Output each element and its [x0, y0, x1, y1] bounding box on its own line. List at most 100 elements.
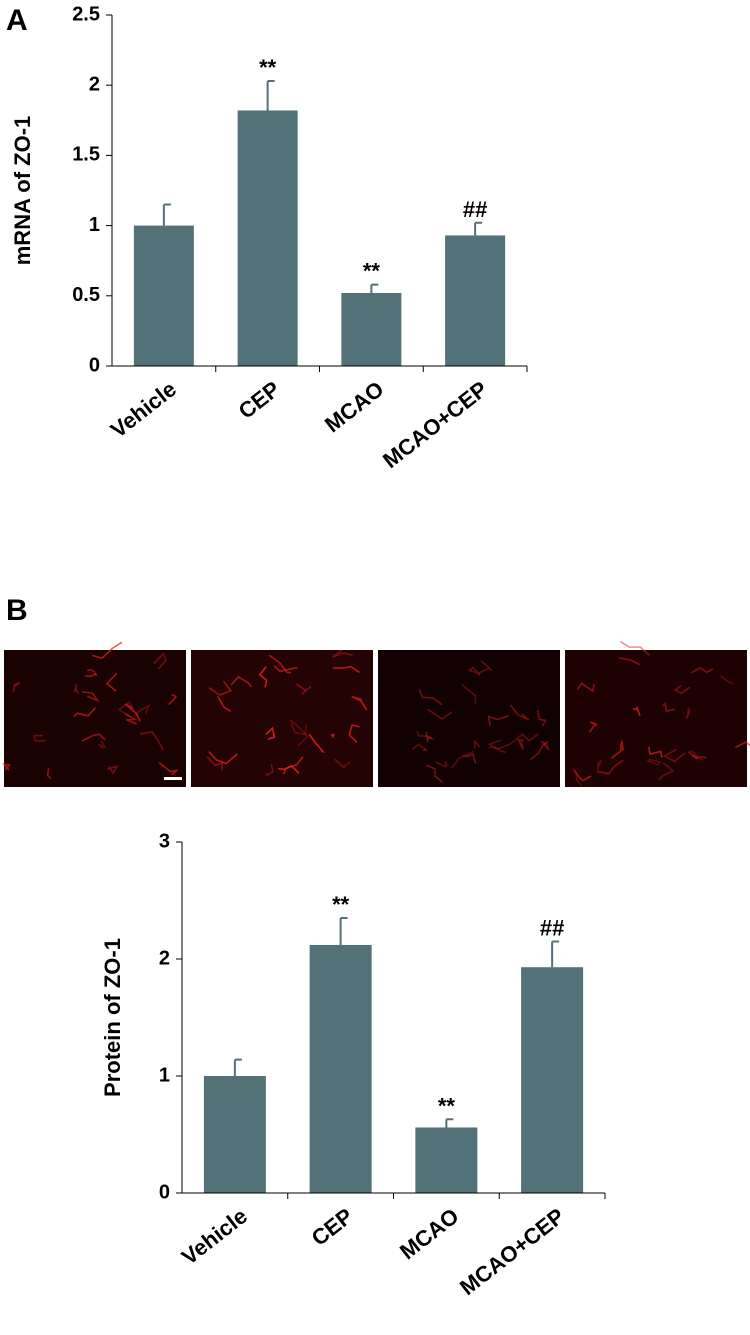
significance-mark: **	[363, 259, 381, 284]
vessel	[268, 654, 292, 674]
panel-label: B	[6, 594, 28, 627]
vessel	[258, 665, 268, 688]
vessel	[33, 734, 47, 742]
vessel	[473, 739, 481, 750]
vessel	[206, 756, 223, 771]
x-tick-label: MCAO	[395, 1203, 463, 1264]
x-tick-label: CEP	[234, 376, 285, 424]
vessel	[334, 758, 351, 769]
vessel	[658, 761, 675, 781]
vessel	[540, 740, 550, 751]
vessel	[295, 683, 312, 695]
error-bar	[445, 1118, 454, 1128]
x-tick-label: CEP	[307, 1203, 358, 1251]
scale-bar	[164, 777, 182, 780]
vessel	[106, 765, 119, 775]
vessel	[416, 730, 435, 741]
micrograph	[378, 650, 560, 787]
vessel	[411, 743, 428, 752]
vessel	[46, 768, 52, 780]
vessel	[91, 641, 123, 659]
y-axis-label: Protein of ZO-1	[100, 938, 125, 1097]
vessel	[450, 750, 475, 769]
vessel	[348, 724, 360, 744]
y-tick-label: 0	[89, 354, 100, 376]
vessel	[487, 714, 509, 727]
vessel	[487, 739, 506, 754]
vessel	[117, 700, 135, 718]
error-bar	[551, 940, 560, 968]
vessel	[619, 657, 641, 666]
vessel	[529, 740, 549, 761]
vessel	[596, 759, 603, 770]
vessel	[124, 712, 139, 725]
y-tick-label: 0	[159, 1181, 170, 1203]
x-tick-label: Vehicle	[106, 376, 181, 442]
vessel	[217, 696, 232, 712]
vessel	[687, 750, 707, 760]
vessel	[153, 652, 167, 670]
vessel	[425, 731, 432, 744]
micrograph	[4, 650, 186, 787]
vessel	[462, 752, 477, 764]
vessel	[461, 683, 477, 704]
vessel	[12, 681, 21, 693]
vessel	[124, 703, 141, 722]
significance-mark: **	[259, 55, 277, 80]
vessel	[105, 672, 118, 692]
vessel	[719, 674, 734, 685]
x-tick-label: MCAO	[320, 376, 388, 437]
vessel	[467, 666, 481, 676]
significance-mark: **	[332, 892, 350, 917]
vessel	[662, 748, 686, 763]
vessel	[477, 660, 493, 675]
vessel	[97, 740, 107, 750]
error-bar	[339, 917, 348, 945]
vessel	[632, 706, 641, 716]
vessel	[81, 733, 106, 742]
vessel	[588, 721, 598, 733]
vessel	[283, 756, 304, 775]
y-axis-label: mRNA of ZO-1	[10, 116, 35, 266]
y-tick-label: 3	[159, 830, 170, 852]
vessel	[351, 695, 368, 711]
vessel	[575, 773, 583, 787]
vessel	[73, 707, 97, 718]
error-bar	[266, 79, 275, 111]
vessel	[168, 693, 177, 706]
vessel	[690, 749, 703, 761]
vessel	[289, 718, 309, 747]
bar	[237, 110, 298, 366]
y-tick-label: 2	[159, 947, 170, 969]
panel-label: A	[6, 4, 28, 37]
vessel	[418, 688, 443, 706]
vessel	[673, 684, 691, 695]
y-tick-label: 2.5	[72, 3, 100, 25]
vessel	[427, 708, 453, 720]
vessel	[308, 733, 325, 753]
vessel	[289, 722, 307, 736]
bar	[415, 1127, 478, 1193]
error-bar	[370, 283, 379, 293]
vessel	[208, 751, 238, 765]
vessel	[488, 734, 523, 750]
vessel	[265, 726, 276, 740]
vessel	[330, 733, 336, 739]
vessel	[1, 763, 11, 771]
vessel	[331, 649, 353, 658]
significance-mark: **	[438, 1093, 456, 1118]
micrographs	[1, 640, 750, 787]
micrograph	[565, 650, 747, 787]
y-tick-label: 1.5	[72, 144, 100, 166]
vessel	[596, 759, 624, 775]
y-tick-label: 1	[159, 1064, 170, 1086]
vessel	[84, 672, 97, 678]
significance-mark: ##	[540, 915, 564, 940]
vessel	[273, 665, 298, 673]
vessel	[646, 758, 662, 766]
bar	[203, 1076, 266, 1193]
bar	[341, 292, 402, 366]
vessel	[230, 675, 253, 688]
vessel	[509, 704, 530, 721]
